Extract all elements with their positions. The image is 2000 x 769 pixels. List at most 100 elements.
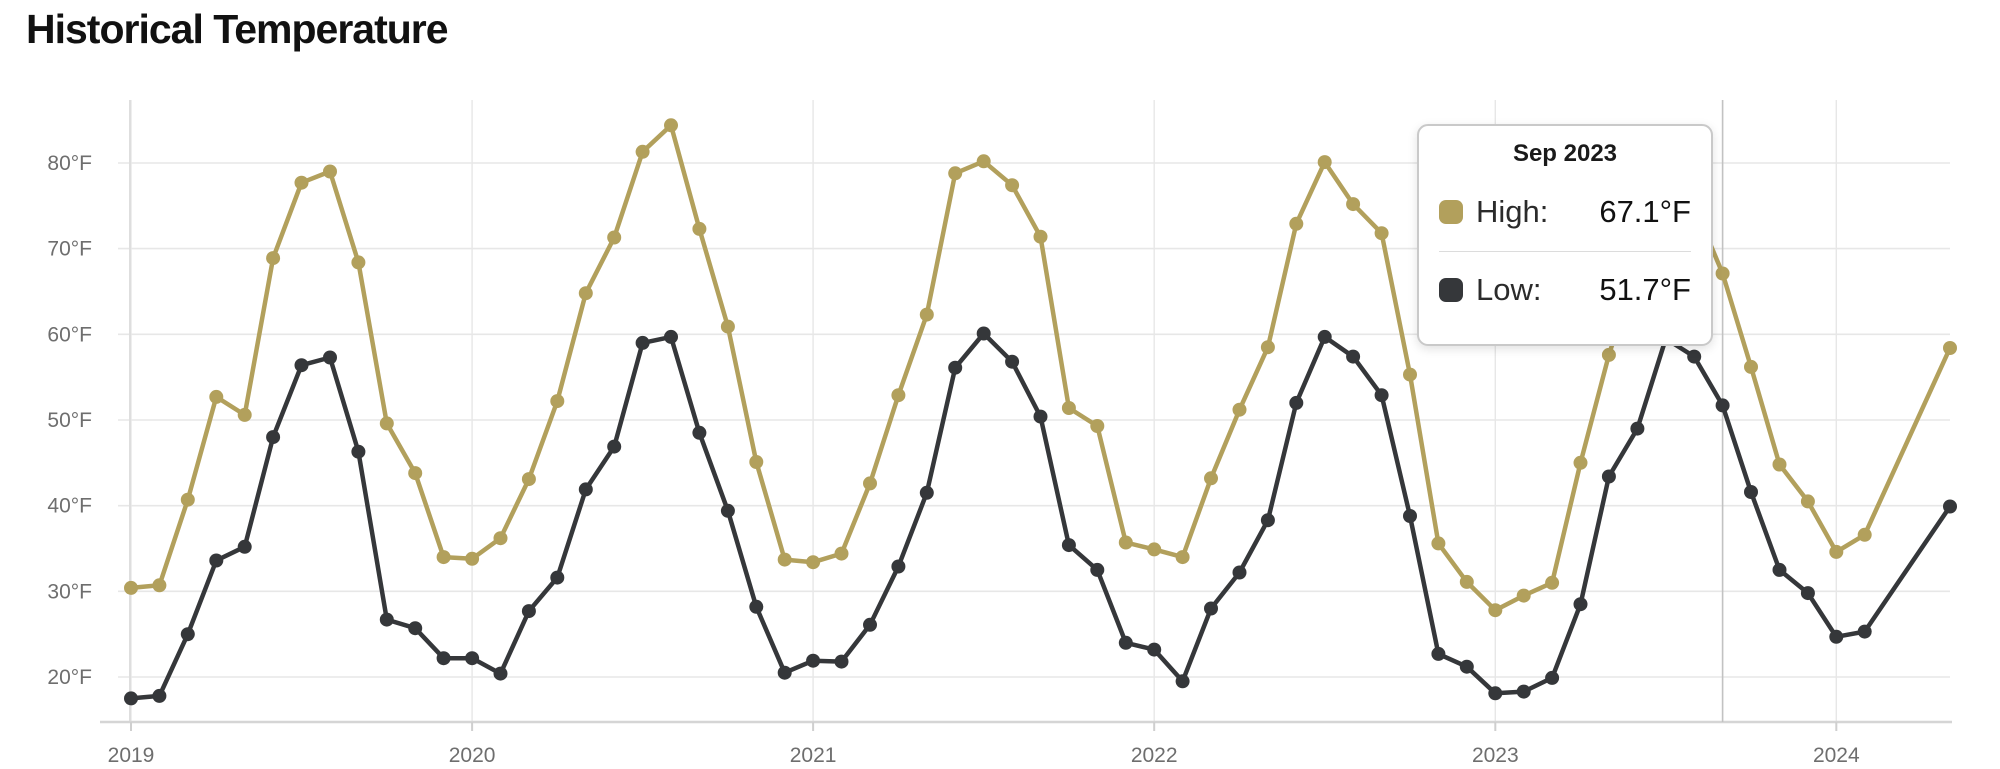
tooltip-high-label: High: xyxy=(1476,193,1549,229)
high-series-point xyxy=(1573,455,1588,470)
low-series-point xyxy=(919,485,934,500)
low-series-point xyxy=(749,599,764,614)
high-series-point xyxy=(834,546,849,561)
tooltip-title: Sep 2023 xyxy=(1512,140,1618,167)
low-series-point xyxy=(777,665,792,680)
high-series-point xyxy=(891,388,906,403)
y-axis-tick-label: 20°F xyxy=(47,666,92,689)
high-series-point xyxy=(1601,347,1616,362)
low-series-point xyxy=(1715,398,1730,413)
high-series-point xyxy=(351,255,366,270)
low-series-point xyxy=(209,553,224,568)
high-series-point xyxy=(493,531,508,546)
low-series-point xyxy=(237,539,252,554)
high-series-point xyxy=(1715,266,1730,281)
low-series-point xyxy=(664,329,678,344)
low-series-point xyxy=(891,559,906,574)
y-axis-tick-label: 70°F xyxy=(47,238,92,261)
low-series-point xyxy=(1431,646,1446,661)
low-series-point xyxy=(1289,395,1304,410)
x-axis-tick-label: 2023 xyxy=(1472,744,1519,767)
low-series-point xyxy=(863,617,877,632)
y-axis-tick-label: 40°F xyxy=(47,495,92,518)
high-series-point xyxy=(1204,471,1218,486)
low-series-point xyxy=(1601,469,1616,484)
high-series-point xyxy=(436,550,451,565)
x-axis-tick-label: 2024 xyxy=(1813,744,1860,767)
low-series-point xyxy=(294,358,309,373)
high-series-point xyxy=(777,552,792,567)
high-series-point xyxy=(1090,419,1105,433)
high-series-point xyxy=(1857,527,1872,542)
low-series-point xyxy=(578,482,593,497)
low-series-point xyxy=(379,612,394,627)
tooltip-low-label: Low: xyxy=(1476,272,1542,308)
high-series-point xyxy=(1005,178,1020,193)
high-series-point xyxy=(1488,603,1503,618)
high-series-point xyxy=(1289,216,1304,231)
high-series-point xyxy=(1403,367,1417,382)
y-axis-tick-label: 30°F xyxy=(47,580,92,603)
low-series-point xyxy=(1772,562,1787,577)
low-series-point xyxy=(152,688,167,703)
high-series-point xyxy=(1175,550,1190,565)
low-series-swatch-icon xyxy=(1439,278,1463,303)
high-series-point xyxy=(1744,359,1758,374)
y-axis-tick-label: 80°F xyxy=(47,152,92,175)
low-series-point xyxy=(1374,388,1389,403)
low-series-point xyxy=(1943,499,1957,514)
low-series-point xyxy=(1403,509,1417,523)
high-series-point xyxy=(550,394,565,409)
high-series-point xyxy=(237,407,252,422)
high-series-point xyxy=(152,578,167,593)
high-series-swatch-icon xyxy=(1439,199,1463,224)
high-series-point xyxy=(1061,401,1076,415)
low-series-point xyxy=(1744,485,1758,499)
low-series-point xyxy=(1005,354,1020,369)
high-series-point xyxy=(1545,575,1560,590)
x-axis-tick-label: 2020 xyxy=(449,744,496,767)
low-series-point xyxy=(1459,659,1474,674)
y-axis-tick-label: 50°F xyxy=(47,409,92,432)
high-series-point xyxy=(180,492,195,507)
low-series-point xyxy=(692,425,707,440)
high-series-point xyxy=(465,551,480,566)
low-series-point xyxy=(124,691,138,706)
tooltip-high-value: 67.1°F xyxy=(1599,193,1691,229)
tooltip: Sep 2023 High: 67.1°F Low: 51.7°F xyxy=(1417,124,1713,346)
high-series-point xyxy=(1374,226,1389,241)
high-series-point xyxy=(1800,494,1815,509)
low-series-point xyxy=(1033,409,1048,424)
low-series-point xyxy=(1061,538,1076,553)
low-series-point xyxy=(806,653,821,668)
low-series-point xyxy=(1545,670,1560,685)
high-series-point xyxy=(664,118,678,133)
x-axis-tick-label: 2019 xyxy=(108,744,155,767)
high-series-point xyxy=(607,230,622,245)
high-series-point xyxy=(578,286,593,301)
low-series-point xyxy=(1573,597,1588,612)
high-series-point xyxy=(720,319,735,334)
low-series-point xyxy=(408,621,423,636)
low-series-point xyxy=(180,627,195,642)
low-series-point xyxy=(1857,624,1872,639)
high-series-point xyxy=(1772,457,1787,472)
high-series-point xyxy=(692,221,707,236)
high-series-point xyxy=(266,251,281,266)
low-series-point xyxy=(607,439,622,454)
low-series-point xyxy=(976,326,991,341)
tooltip-divider xyxy=(1439,250,1691,252)
low-series-point xyxy=(1232,565,1247,580)
low-series-point xyxy=(1147,642,1162,657)
high-series-point xyxy=(1943,341,1957,355)
low-series-point xyxy=(1687,349,1702,364)
low-series-point xyxy=(1829,629,1844,644)
low-series-point xyxy=(834,654,849,669)
high-series-point xyxy=(635,144,650,159)
high-series-point xyxy=(408,466,423,481)
high-series-point xyxy=(1459,574,1474,589)
low-series-line xyxy=(128,331,1953,701)
low-series-point xyxy=(521,604,536,619)
